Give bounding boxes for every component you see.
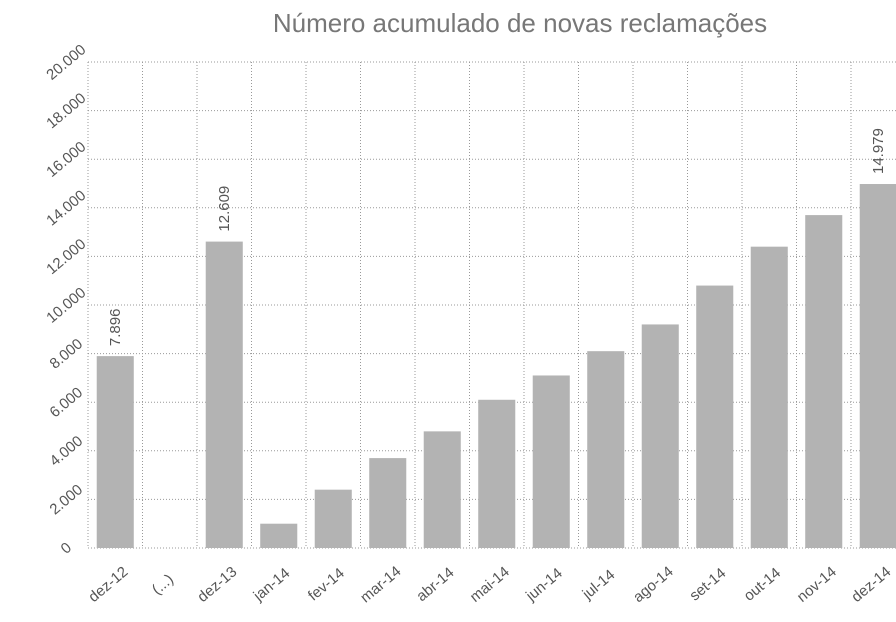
x-tick-label: (...) bbox=[149, 571, 177, 598]
y-tick-label: 10.000 bbox=[43, 284, 89, 327]
bar bbox=[96, 356, 134, 548]
x-tick-label: dez-14 bbox=[848, 563, 894, 606]
chart-title: Número acumulado de novas reclamações bbox=[273, 8, 767, 38]
y-tick-label: 16.000 bbox=[43, 138, 89, 181]
x-tick-label: ago-14 bbox=[630, 563, 677, 606]
bar bbox=[423, 431, 461, 548]
y-tick-label: 2.000 bbox=[46, 481, 86, 518]
value-label: 7.896 bbox=[107, 309, 124, 347]
x-tick-label: dez-13 bbox=[194, 563, 240, 606]
bar bbox=[696, 285, 734, 548]
x-tick-label: out-14 bbox=[741, 564, 785, 604]
x-tick-label: abr-14 bbox=[413, 564, 457, 605]
y-tick-label: 0 bbox=[58, 539, 75, 557]
bar bbox=[587, 351, 625, 548]
x-tick-label: jul-14 bbox=[579, 566, 619, 603]
x-tick-label: dez-12 bbox=[85, 563, 131, 606]
y-tick-label: 8.000 bbox=[46, 335, 86, 372]
x-tick-label: fev-14 bbox=[305, 565, 348, 605]
bar bbox=[859, 184, 896, 548]
x-tick-label: jan-14 bbox=[250, 565, 294, 605]
x-tick-label: mai-14 bbox=[467, 563, 513, 606]
y-tick-label: 6.000 bbox=[46, 384, 86, 421]
value-label: 14.979 bbox=[870, 128, 887, 174]
bar bbox=[750, 246, 788, 548]
bar bbox=[805, 215, 843, 548]
x-tick-label: set-14 bbox=[686, 565, 729, 605]
bar bbox=[314, 489, 352, 548]
value-label: 12.609 bbox=[216, 186, 233, 232]
y-tick-label: 14.000 bbox=[43, 187, 89, 230]
bar bbox=[369, 458, 407, 548]
bar bbox=[532, 375, 570, 548]
x-tick-label: jun-14 bbox=[522, 565, 566, 605]
bar bbox=[478, 399, 516, 548]
bar bbox=[641, 324, 679, 548]
y-tick-label: 18.000 bbox=[43, 90, 89, 133]
y-tick-label: 20.000 bbox=[43, 41, 89, 84]
x-tick-label: mar-14 bbox=[357, 563, 404, 607]
y-tick-label: 12.000 bbox=[43, 236, 89, 279]
y-tick-label: 4.000 bbox=[46, 433, 86, 470]
bar bbox=[205, 241, 243, 548]
bar bbox=[260, 523, 298, 548]
x-tick-label: nov-14 bbox=[794, 563, 840, 606]
